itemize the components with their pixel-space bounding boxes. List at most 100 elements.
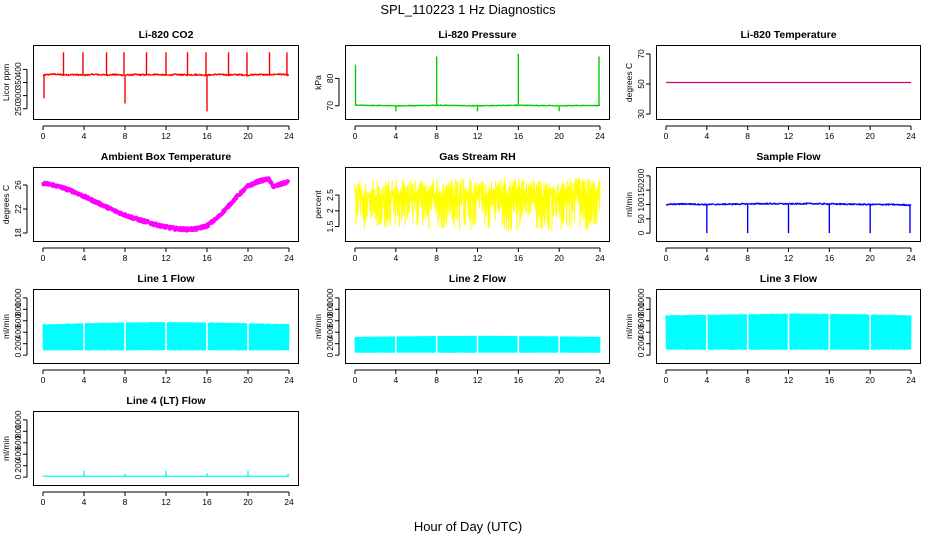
x-tick-label: 12 [161, 131, 171, 141]
data-layer [42, 52, 290, 112]
x-tick-label: 4 [704, 253, 709, 263]
series-line [41, 176, 291, 233]
panel-title: Sample Flow [756, 151, 821, 163]
x-tick-label: 0 [353, 253, 358, 263]
data-layer [354, 53, 601, 112]
y-axis-label: ml/min [1, 314, 11, 339]
band-gap [828, 309, 831, 356]
panel-9: Line 3 Flow 0 4 8 12 16 20 24 0 2004006008001000m… [624, 273, 921, 385]
panel-title: Line 4 (LT) Flow [126, 395, 206, 407]
y-tick-label: 0 [636, 353, 646, 358]
y-tick-label: 1000 [13, 410, 23, 429]
panel-title: Line 1 Flow [137, 273, 195, 285]
x-tick-label: 20 [243, 253, 253, 263]
x-tick-label: 16 [202, 375, 212, 385]
x-tick-label: 8 [745, 375, 750, 385]
x-tick-label: 8 [434, 375, 439, 385]
x-tick-label: 4 [393, 253, 398, 263]
y-tick-label: 200 [325, 336, 335, 350]
x-tick-label: 24 [595, 253, 605, 263]
x-tick-label: 24 [284, 131, 294, 141]
x-tick-label: 8 [123, 497, 128, 507]
panel-title: Line 2 Flow [449, 273, 507, 285]
x-tick-label: 24 [595, 375, 605, 385]
y-axis-label: ml/min [1, 436, 11, 461]
y-tick-label: 0 [13, 475, 23, 480]
y-tick-label: 150 [636, 183, 646, 197]
x-tick-label: 0 [353, 131, 358, 141]
y-tick-label: 1000 [636, 288, 646, 307]
x-tick-label: 4 [393, 375, 398, 385]
panel-8: Line 2 Flow 0 4 8 12 16 20 24 0 2004006008001000m… [313, 273, 610, 385]
x-tick-label: 12 [473, 253, 483, 263]
x-tick-label: 24 [595, 131, 605, 141]
x-tick-label: 20 [865, 253, 875, 263]
y-tick-label: 200 [13, 458, 23, 472]
y-tick-label: 800 [636, 302, 646, 316]
x-tick-label: 4 [704, 375, 709, 385]
panel-7: Line 1 Flow 0 4 8 12 16 20 24 0 2004006008001000m… [1, 273, 299, 385]
y-tick-label: 100 [636, 197, 646, 211]
panel-title: Li-820 Temperature [740, 29, 836, 41]
band-gap [247, 318, 249, 357]
panel-frame [656, 289, 921, 364]
x-tick-label: 8 [123, 131, 128, 141]
y-tick-label: 70 [636, 49, 646, 59]
panel-frame [656, 167, 921, 242]
y-tick-label: 18 [13, 228, 23, 238]
y-axis-label: kPa [313, 75, 323, 90]
band-gap [517, 330, 520, 359]
y-tick-label: 0 [636, 231, 646, 236]
y-tick-label: 50 [636, 214, 646, 224]
y-tick-label: 800 [325, 302, 335, 316]
y-tick-label: 1.5 [325, 220, 335, 232]
band-gap [869, 309, 871, 356]
x-tick-label: 0 [41, 131, 46, 141]
x-tick-label: 12 [784, 131, 794, 141]
x-tick-label: 12 [161, 497, 171, 507]
panel-frame [345, 289, 610, 364]
x-tick-label: 16 [202, 253, 212, 263]
data-layer [665, 309, 912, 356]
y-tick-label: 200 [636, 169, 646, 183]
x-tick-label: 4 [82, 131, 87, 141]
panel-title: Gas Stream RH [439, 151, 515, 163]
panel-4: Ambient Box Temperature 0 4 8 12 16 20 24 18 22 26… [1, 151, 299, 263]
x-tick-label: 16 [514, 375, 524, 385]
x-tick-label: 8 [745, 253, 750, 263]
figure-x-label: Hour of Day (UTC) [414, 519, 522, 534]
y-tick-label: 400 [13, 447, 23, 461]
x-tick-label: 16 [202, 131, 212, 141]
panel-frame [656, 45, 921, 120]
y-axis-label: Licor ppm [1, 64, 11, 101]
x-tick-label: 24 [906, 131, 916, 141]
y-axis-label: ml/min [624, 192, 634, 217]
x-tick-label: 8 [434, 253, 439, 263]
y-tick-label: 600 [13, 435, 23, 449]
band-gap [746, 309, 749, 356]
figure-title: SPL_110223 1 Hz Diagnostics [380, 2, 556, 17]
panel-3: Li-820 Temperature 0 4 8 12 16 20 24 30 50 70degre… [624, 29, 921, 141]
x-tick-label: 0 [41, 253, 46, 263]
x-tick-label: 0 [353, 375, 358, 385]
band-gap [558, 330, 560, 359]
y-tick-label: 2 [325, 208, 335, 213]
y-tick-label: 300 [13, 88, 23, 102]
x-tick-label: 16 [202, 497, 212, 507]
panel-title: Line 3 Flow [760, 273, 818, 285]
x-tick-label: 20 [243, 131, 253, 141]
panel-frame [33, 167, 299, 242]
x-tick-label: 20 [865, 375, 875, 385]
x-tick-label: 24 [906, 375, 916, 385]
panel-frame [345, 167, 610, 242]
x-tick-label: 8 [434, 131, 439, 141]
series-band-trace [354, 177, 601, 231]
y-tick-label: 0 [325, 353, 335, 358]
data-layer [42, 318, 290, 357]
y-tick-label: 400 [13, 325, 23, 339]
panel-frame [33, 289, 299, 364]
x-tick-label: 0 [664, 375, 669, 385]
